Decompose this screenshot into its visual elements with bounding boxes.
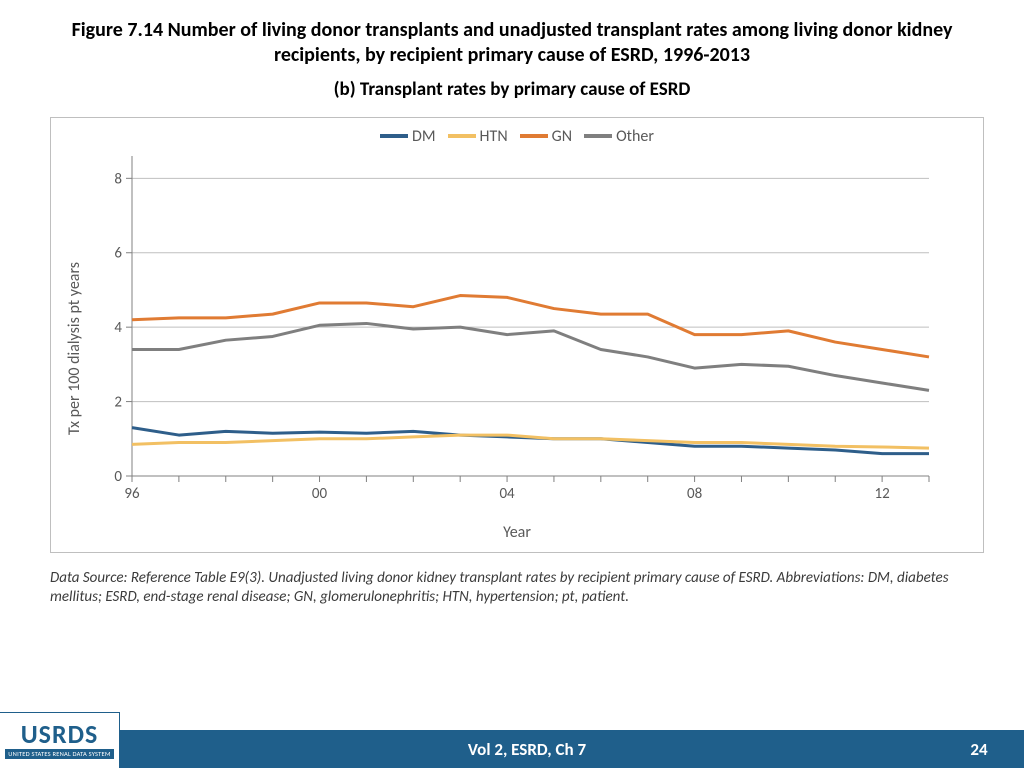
legend-label: Other xyxy=(616,127,654,146)
svg-text:0: 0 xyxy=(114,468,122,486)
logo-subtext: UNITED STATES RENAL DATA SYSTEM xyxy=(5,749,113,759)
svg-text:96: 96 xyxy=(124,485,140,503)
page-number: 24 xyxy=(934,739,1024,760)
figure-caption: Data Source: Reference Table E9(3). Unad… xyxy=(0,553,1024,608)
usrds-logo: USRDS UNITED STATES RENAL DATA SYSTEM xyxy=(0,712,120,768)
legend-item-dm: DM xyxy=(380,127,436,146)
svg-text:4: 4 xyxy=(114,319,122,337)
figure-subtitle: (b) Transplant rates by primary cause of… xyxy=(30,78,994,101)
svg-text:00: 00 xyxy=(312,485,328,503)
legend-item-other: Other xyxy=(584,127,654,146)
svg-text:08: 08 xyxy=(687,485,702,503)
chart-container: DM HTN GN Other Tx per 100 dialysis pt year… xyxy=(50,117,984,553)
svg-text:2: 2 xyxy=(114,393,122,411)
legend-label: DM xyxy=(412,127,436,146)
x-axis-label: Year xyxy=(61,523,973,542)
footer-title: Vol 2, ESRD, Ch 7 xyxy=(120,739,934,760)
svg-text:8: 8 xyxy=(114,170,122,188)
legend-swatch xyxy=(584,134,612,138)
figure-title: Figure 7.14 Number of living donor trans… xyxy=(30,18,994,68)
svg-text:12: 12 xyxy=(875,485,890,503)
logo-text: USRDS xyxy=(21,721,99,747)
legend-swatch xyxy=(380,134,408,138)
svg-text:6: 6 xyxy=(114,244,122,262)
chart-plot: 0 2 4 6 8 96 00 04 08 12 xyxy=(84,146,973,521)
legend-label: HTN xyxy=(480,127,508,146)
legend-swatch xyxy=(520,134,548,138)
slide-footer: Vol 2, ESRD, Ch 7 24 xyxy=(0,730,1024,768)
y-axis-label: Tx per 100 dialysis pt years xyxy=(61,146,84,521)
chart-legend: DM HTN GN Other xyxy=(61,124,973,146)
legend-swatch xyxy=(448,134,476,138)
legend-item-htn: HTN xyxy=(448,127,508,146)
legend-label: GN xyxy=(552,127,572,146)
legend-item-gn: GN xyxy=(520,127,572,146)
svg-text:04: 04 xyxy=(499,485,515,503)
